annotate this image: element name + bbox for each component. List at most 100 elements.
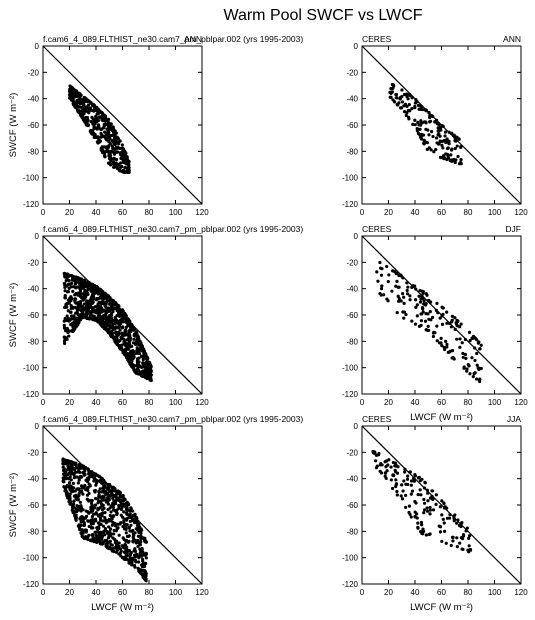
data-point	[125, 500, 129, 504]
y-tick-label: 0	[35, 422, 40, 431]
data-point	[467, 544, 471, 548]
data-point	[69, 306, 73, 310]
data-point	[395, 489, 399, 494]
data-point	[90, 533, 95, 537]
data-point	[134, 527, 138, 531]
data-point	[80, 304, 84, 308]
data-point	[140, 365, 144, 369]
data-point	[463, 352, 468, 357]
data-point	[78, 102, 82, 106]
data-point	[96, 123, 101, 127]
data-point	[71, 275, 75, 279]
data-point	[91, 117, 95, 121]
data-point	[406, 285, 410, 289]
data-point	[462, 366, 466, 370]
data-point	[82, 523, 86, 527]
data-point	[137, 356, 141, 360]
data-point	[106, 493, 111, 497]
data-point	[92, 489, 96, 493]
data-point	[435, 339, 439, 343]
data-point	[106, 306, 110, 311]
data-point	[64, 485, 68, 489]
data-point	[81, 520, 86, 524]
data-point	[92, 539, 96, 544]
data-point	[68, 84, 72, 88]
data-point	[79, 292, 83, 296]
data-point	[69, 500, 73, 504]
data-point	[422, 511, 426, 515]
data-point	[400, 483, 404, 487]
data-point	[107, 487, 111, 491]
data-point	[102, 113, 106, 117]
data-point	[391, 460, 395, 465]
x-tick-label: 40	[411, 398, 420, 407]
data-point	[445, 138, 449, 142]
data-point	[445, 321, 449, 325]
data-point	[108, 142, 112, 146]
data-point	[424, 127, 428, 131]
y-tick-label: -120	[342, 390, 359, 399]
data-point	[417, 132, 421, 136]
data-point	[72, 314, 76, 318]
data-point	[448, 516, 452, 520]
data-point	[124, 347, 128, 351]
data-point	[83, 119, 87, 123]
data-point	[121, 334, 125, 338]
data-point	[122, 510, 126, 514]
data-point	[108, 331, 112, 335]
data-point	[385, 469, 389, 473]
data-point	[88, 498, 92, 503]
data-point	[392, 474, 396, 478]
data-point	[141, 536, 145, 540]
y-tick-label: -80	[346, 337, 358, 346]
data-point	[75, 98, 79, 103]
data-point	[443, 130, 448, 134]
data-point	[432, 150, 436, 154]
data-point	[111, 306, 115, 311]
data-point	[103, 135, 107, 139]
data-point	[138, 549, 143, 553]
data-point	[384, 465, 388, 469]
data-point	[98, 506, 102, 510]
x-tick-label: 0	[41, 398, 46, 407]
panel-season-label: DJF	[505, 224, 521, 234]
data-point	[419, 319, 424, 323]
data-point	[97, 532, 101, 536]
data-point	[88, 538, 93, 542]
data-point	[387, 273, 391, 277]
data-point	[434, 502, 438, 506]
data-point	[435, 324, 439, 328]
data-point	[119, 507, 124, 512]
data-point	[106, 536, 111, 540]
y-tick-label: -100	[342, 174, 359, 183]
data-point	[75, 285, 79, 289]
data-point	[86, 123, 91, 127]
data-point	[113, 300, 117, 305]
data-point	[427, 133, 431, 137]
x-tick-label: 0	[41, 208, 46, 217]
data-point	[124, 539, 128, 543]
data-point	[130, 326, 134, 330]
data-point	[430, 489, 435, 493]
data-point	[410, 489, 415, 493]
y-tick-label: 0	[354, 422, 359, 431]
data-point	[391, 83, 395, 87]
data-point	[73, 282, 77, 286]
data-point	[66, 309, 70, 313]
data-point	[418, 300, 423, 304]
data-point	[407, 117, 411, 121]
data-point	[70, 89, 74, 93]
data-point	[457, 523, 462, 528]
data-point	[90, 306, 94, 310]
data-point	[119, 335, 123, 339]
data-point	[106, 161, 111, 165]
y-tick-label: 0	[35, 42, 40, 51]
data-point	[412, 479, 416, 483]
data-point	[441, 306, 445, 310]
data-point	[70, 281, 74, 285]
data-point	[102, 293, 107, 298]
data-point	[424, 328, 428, 332]
data-point	[62, 480, 66, 484]
x-tick-label: 60	[118, 208, 127, 217]
data-point	[140, 374, 144, 378]
